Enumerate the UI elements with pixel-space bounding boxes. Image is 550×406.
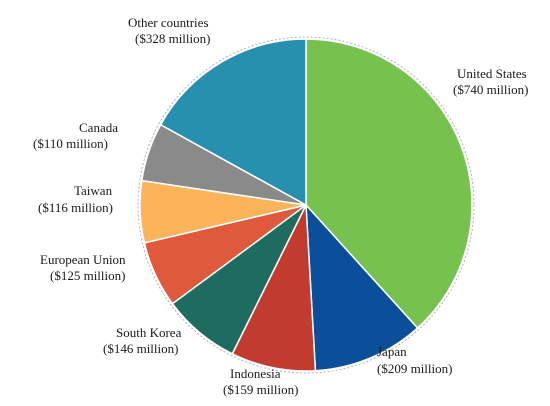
- label-taiwan-name: Taiwan: [74, 183, 113, 198]
- label-japan-name: Japan: [377, 344, 407, 359]
- label-indonesia-name: Indonesia: [230, 366, 281, 381]
- label-taiwan: Taiwan ($116 million): [38, 183, 113, 215]
- label-united-states: United States ($740 million): [453, 66, 528, 97]
- label-japan-value: ($209 million): [377, 361, 452, 376]
- pie-slice-japan: [305, 204, 419, 372]
- label-south-korea: South Korea ($146 million): [103, 325, 182, 356]
- label-canada-name: Canada: [79, 120, 118, 135]
- label-indonesia-value: ($159 million): [223, 382, 298, 397]
- label-south-korea-value: ($146 million): [103, 341, 178, 356]
- label-other-countries-value: ($328 million): [135, 31, 210, 46]
- label-united-states-value: ($740 million): [453, 82, 528, 97]
- pie-slice-united-states: [305, 38, 473, 329]
- label-other-countries-name: Other countries: [128, 15, 209, 30]
- label-taiwan-value: ($116 million): [38, 200, 113, 215]
- label-japan: Japan ($209 million): [377, 344, 452, 376]
- pie-slice-other-countries: [159, 38, 307, 206]
- label-european-union: European Union ($125 million): [40, 252, 126, 283]
- label-indonesia: Indonesia ($159 million): [223, 366, 298, 397]
- pie-slices: [139, 38, 473, 372]
- label-south-korea-name: South Korea: [116, 325, 182, 340]
- pie-outline: [137, 36, 475, 374]
- label-other-countries: Other countries ($328 million): [128, 15, 210, 46]
- label-european-union-value: ($125 million): [50, 268, 125, 283]
- label-european-union-name: European Union: [40, 252, 126, 267]
- label-canada: Canada ($110 million): [33, 120, 118, 151]
- label-canada-value: ($110 million): [33, 136, 108, 151]
- label-united-states-name: United States: [457, 66, 527, 81]
